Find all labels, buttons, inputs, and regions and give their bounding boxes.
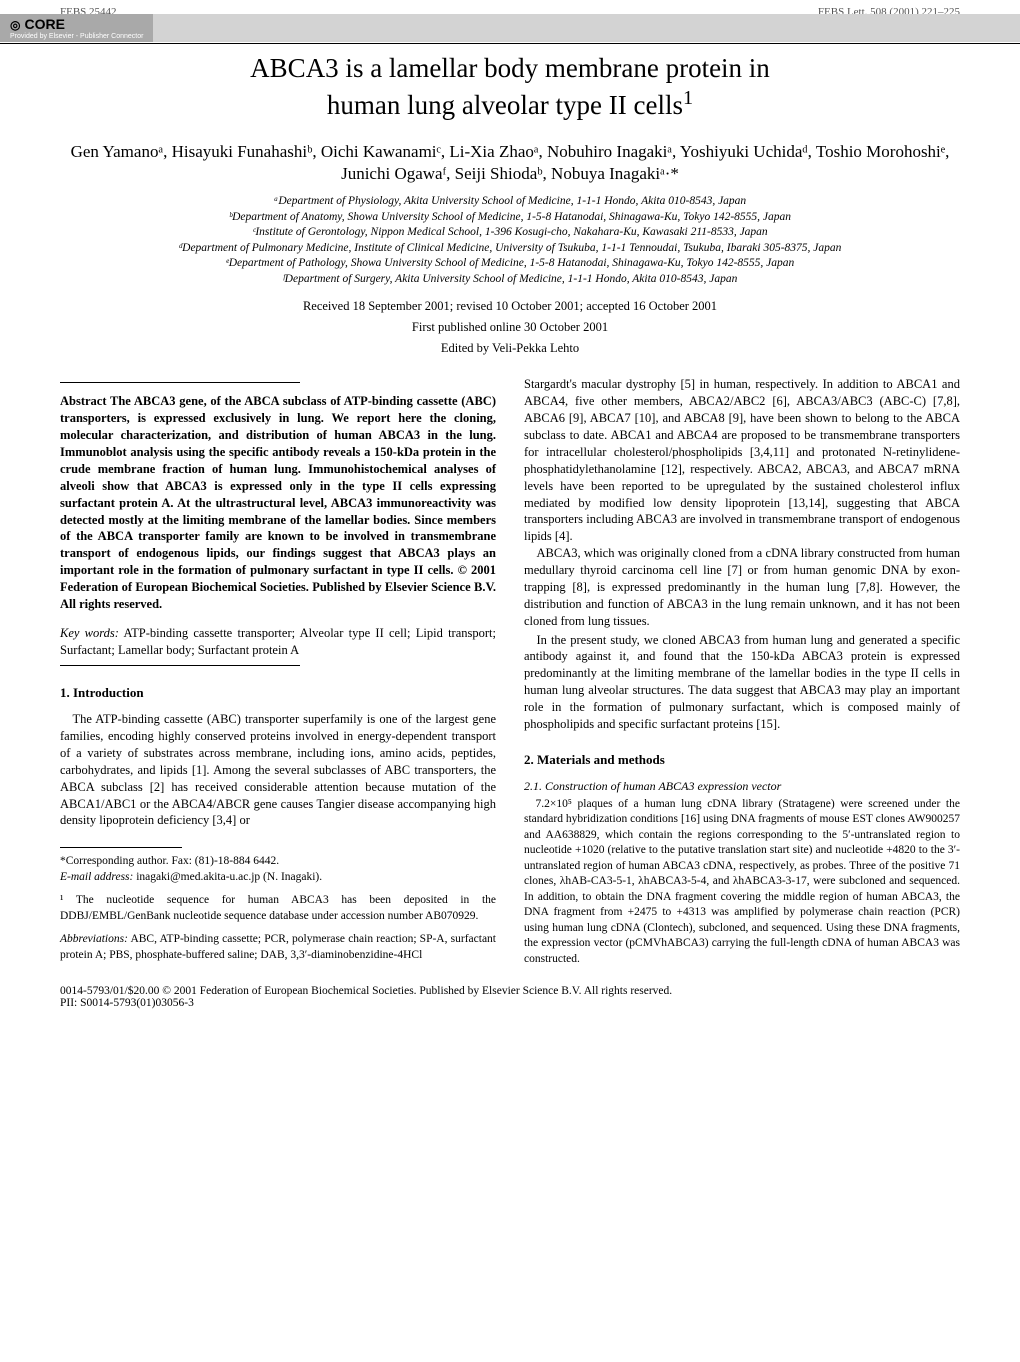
footer-line1: 0014-5793/01/$20.00 © 2001 Federation of…	[60, 985, 960, 997]
intro-p1: The ATP-binding cassette (ABC) transport…	[60, 711, 496, 829]
footnote-separator	[60, 847, 182, 848]
affil-a: ᵃDepartment of Physiology, Akita Univers…	[60, 194, 960, 210]
first-published: First published online 30 October 2001	[0, 316, 1020, 337]
affil-c: ᶜInstitute of Gerontology, Nippon Medica…	[60, 225, 960, 241]
abstract-bottom-rule	[60, 665, 300, 666]
title-line2: human lung alveolar type II cells	[327, 90, 683, 120]
right-p2: ABCA3, which was originally cloned from …	[524, 545, 960, 629]
methods-heading: 2. Materials and methods	[524, 751, 960, 769]
footer: 0014-5793/01/$20.00 © 2001 Federation of…	[0, 971, 1020, 1019]
footer-line2: PII: S0014-5793(01)03056-3	[60, 997, 960, 1009]
core-badge: CORE Provided by Elsevier - Publisher Co…	[0, 14, 153, 42]
affil-e: ᵉDepartment of Pathology, Showa Universi…	[60, 256, 960, 272]
keywords-text: ATP-binding cassette transporter; Alveol…	[60, 626, 496, 657]
deposition-note: ¹ The nucleotide sequence for human ABCA…	[60, 893, 496, 924]
corresponding-author: *Corresponding author. Fax: (81)-18-884 …	[60, 854, 496, 885]
keywords: Key words: ATP-binding cassette transpor…	[60, 625, 496, 659]
affil-d: ᵈDepartment of Pulmonary Medicine, Insti…	[60, 241, 960, 257]
abstract-top-rule	[60, 382, 300, 383]
title-line1: ABCA3 is a lamellar body membrane protei…	[250, 53, 770, 83]
abbreviations: Abbreviations: ABC, ATP-binding cassette…	[60, 932, 496, 963]
corr-text: *Corresponding author. Fax: (81)-18-884 …	[60, 855, 279, 867]
edited-by: Edited by Veli-Pekka Lehto	[0, 337, 1020, 366]
left-column: Abstract The ABCA3 gene, of the ABCA sub…	[60, 376, 496, 971]
dates: Received 18 September 2001; revised 10 O…	[0, 295, 1020, 316]
email-value: inagaki@med.akita-u.ac.jp (N. Inagaki).	[133, 871, 322, 883]
authors: Gen Yamanoᵃ, Hisayuki Funahashiᵇ, Oichi …	[0, 133, 1020, 193]
email-label: E-mail address:	[60, 871, 133, 883]
article-title: ABCA3 is a lamellar body membrane protei…	[60, 52, 960, 123]
affiliations: ᵃDepartment of Physiology, Akita Univers…	[0, 192, 1020, 295]
affil-f: ᶠDepartment of Surgery, Akita University…	[60, 272, 960, 288]
title-sup: 1	[683, 87, 693, 109]
header-bar: FEBS 25442 FEBS Lett. 508 (2001) 221–225…	[0, 0, 1020, 44]
core-label: CORE	[10, 16, 143, 32]
methods-sub-heading: 2.1. Construction of human ABCA3 express…	[524, 778, 960, 794]
provided-by: Provided by Elsevier - Publisher Connect…	[10, 33, 143, 40]
title-block: ABCA3 is a lamellar body membrane protei…	[0, 44, 1020, 133]
two-column-body: Abstract The ABCA3 gene, of the ABCA sub…	[0, 366, 1020, 971]
abbr-label: Abbreviations:	[60, 933, 128, 945]
right-column: Stargardt's macular dystrophy [5] in hum…	[524, 376, 960, 971]
abstract: Abstract The ABCA3 gene, of the ABCA sub…	[60, 393, 496, 612]
right-p3: In the present study, we cloned ABCA3 fr…	[524, 632, 960, 733]
intro-heading: 1. Introduction	[60, 684, 496, 702]
right-p1: Stargardt's macular dystrophy [5] in hum…	[524, 376, 960, 545]
affil-b: ᵇDepartment of Anatomy, Showa University…	[60, 210, 960, 226]
methods-p1: 7.2×10⁵ plaques of a human lung cDNA lib…	[524, 797, 960, 968]
keywords-label: Key words:	[60, 626, 119, 640]
